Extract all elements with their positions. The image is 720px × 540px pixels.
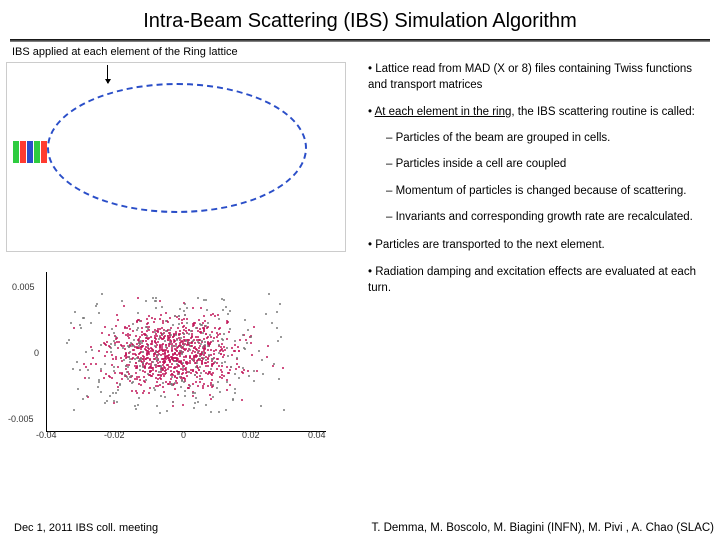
- sub-bullet-invariants: Invariants and corresponding growth rate…: [386, 210, 714, 226]
- element-pointer-arrow: [107, 65, 108, 83]
- footer-authors: T. Demma, M. Boscolo, M. Biagini (INFN),…: [371, 522, 714, 534]
- ring-oval: [47, 83, 307, 213]
- ring-lattice-diagram: [6, 62, 346, 252]
- ytick: -0.005: [8, 414, 34, 424]
- footer-date-meeting: Dec 1, 2011 IBS coll. meeting: [14, 522, 158, 534]
- ytick: 0.005: [12, 282, 35, 292]
- sub-bullet-momentum: Momentum of particles is changed because…: [386, 184, 714, 200]
- slide-title: Intra-Beam Scattering (IBS) Simulation A…: [0, 10, 720, 33]
- bullet-transport: Particles are transported to the next el…: [368, 238, 714, 254]
- xtick: -0.04: [36, 430, 57, 440]
- bullet-damping: Radiation damping and excitation effects…: [368, 265, 714, 296]
- scatter-points: [66, 292, 286, 412]
- sub-bullet-grouped: Particles of the beam are grouped in cel…: [386, 131, 714, 147]
- bullets-column: Lattice read from MAD (X or 8) files con…: [356, 62, 714, 452]
- xtick: 0: [181, 430, 186, 440]
- ytick: 0: [34, 348, 39, 358]
- xtick: 0.04: [308, 430, 326, 440]
- bullet-each-element: At each element in the ring, the IBS sca…: [368, 105, 714, 226]
- xtick: -0.02: [104, 430, 125, 440]
- xtick: 0.02: [242, 430, 260, 440]
- subtitle: IBS applied at each element of the Ring …: [0, 42, 720, 58]
- sub-bullet-coupled: Particles inside a cell are coupled: [386, 157, 714, 173]
- momentum-scatter-plot: -0.04 -0.02 0 0.02 0.04 0.005 0 -0.005: [6, 262, 346, 452]
- lattice-element-blocks: [13, 141, 47, 163]
- bullet-underlined-phrase: At each element in the ring: [375, 106, 512, 118]
- figures-column: -0.04 -0.02 0 0.02 0.04 0.005 0 -0.005: [6, 62, 356, 452]
- bullet-each-element-rest: , the IBS scattering routine is called:: [511, 106, 694, 118]
- bullet-lattice-read: Lattice read from MAD (X or 8) files con…: [368, 62, 714, 93]
